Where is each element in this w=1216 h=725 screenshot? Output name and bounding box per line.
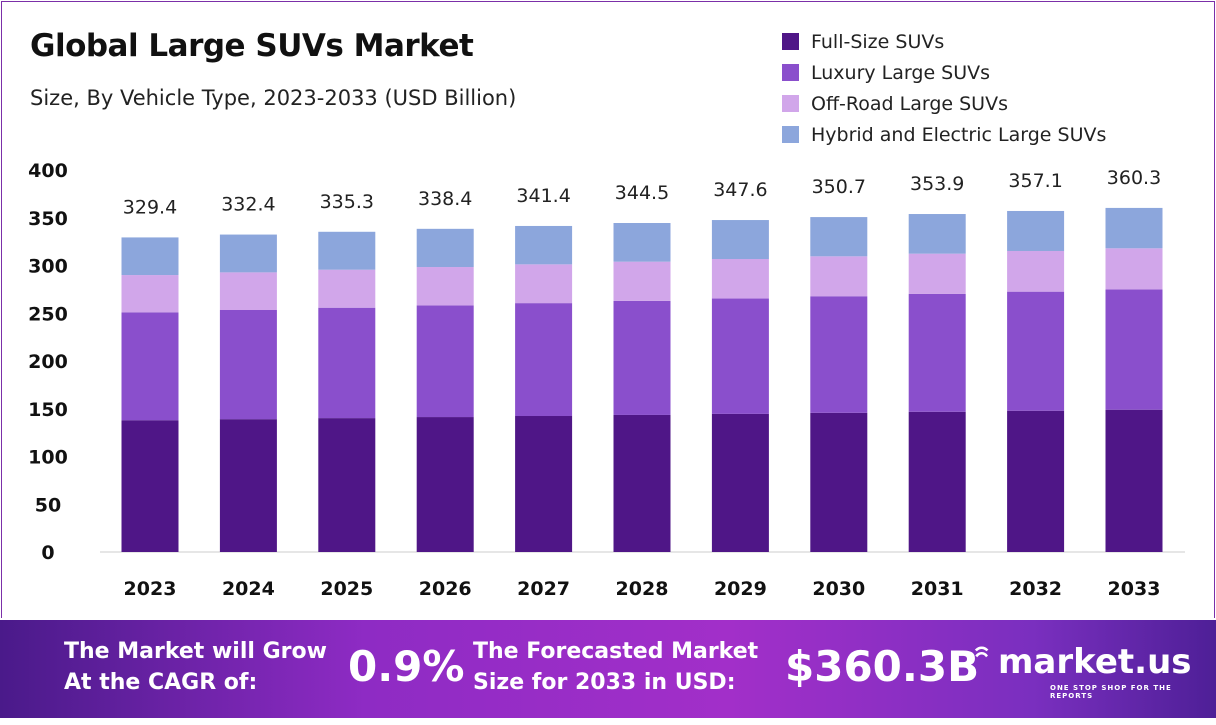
chart-subtitle: Size, By Vehicle Type, 2023-2033 (USD Bi… bbox=[30, 86, 517, 110]
y-tick-label: 300 bbox=[28, 256, 68, 278]
bar-segment bbox=[1007, 291, 1065, 411]
bar-segment bbox=[1105, 409, 1163, 552]
data-label: 347.6 bbox=[713, 179, 767, 201]
bar-segment bbox=[1007, 210, 1065, 251]
x-tick-label: 2025 bbox=[320, 578, 373, 600]
x-tick-label: 2030 bbox=[812, 578, 865, 600]
x-tick-label: 2026 bbox=[419, 578, 472, 600]
bar-segment bbox=[711, 259, 769, 299]
y-tick-label: 0 bbox=[41, 542, 54, 564]
bar-segment bbox=[908, 253, 966, 294]
bar-segment bbox=[318, 418, 376, 552]
y-tick-label: 50 bbox=[35, 494, 61, 516]
legend-swatch bbox=[782, 64, 799, 81]
bar-segment bbox=[613, 223, 671, 262]
x-tick-label: 2027 bbox=[517, 578, 570, 600]
chart-title: Global Large SUVs Market bbox=[30, 28, 474, 64]
cagr-value: 0.9% bbox=[348, 642, 465, 691]
bar-segment bbox=[219, 272, 277, 311]
legend-swatch bbox=[782, 33, 799, 50]
bar-segment bbox=[1105, 248, 1163, 290]
legend: Full-Size SUVs Luxury Large SUVs Off-Road … bbox=[782, 26, 1106, 150]
legend-label: Off-Road Large SUVs bbox=[811, 92, 1008, 115]
y-tick-label: 400 bbox=[28, 160, 68, 182]
bar-segment bbox=[121, 312, 179, 421]
bar-segment bbox=[908, 411, 966, 552]
logo-tagline: ONE STOP SHOP FOR THE REPORTS bbox=[1050, 684, 1172, 700]
x-tick-label: 2023 bbox=[124, 578, 177, 600]
bar-segment bbox=[908, 214, 966, 254]
bar-segment bbox=[318, 231, 376, 270]
data-label: 341.4 bbox=[516, 185, 570, 207]
bar-segment bbox=[810, 256, 868, 297]
forecast-label: The Forecasted Market Size for 2033 in U… bbox=[473, 639, 759, 695]
data-label: 332.4 bbox=[221, 194, 275, 216]
bar-segment bbox=[416, 417, 474, 552]
data-label: 338.4 bbox=[418, 188, 472, 210]
bar-segment bbox=[613, 261, 671, 301]
bar-segment bbox=[810, 296, 868, 413]
legend-item: Off-Road Large SUVs bbox=[782, 88, 1106, 119]
bar-segment bbox=[810, 412, 868, 552]
bar-segment bbox=[613, 300, 671, 415]
legend-item: Hybrid and Electric Large SUVs bbox=[782, 119, 1106, 150]
bar-segment bbox=[515, 303, 573, 417]
y-tick-label: 250 bbox=[28, 303, 68, 325]
x-tick-label: 2033 bbox=[1108, 578, 1161, 600]
bar-segment bbox=[711, 220, 769, 260]
x-tick-label: 2024 bbox=[222, 578, 275, 600]
y-tick-label: 200 bbox=[28, 351, 68, 373]
data-label: 335.3 bbox=[320, 191, 374, 213]
x-tick-label: 2032 bbox=[1009, 578, 1062, 600]
bar-segment bbox=[1007, 250, 1065, 292]
bar-segment bbox=[515, 264, 573, 304]
bar-segment bbox=[908, 293, 966, 412]
data-label: 360.3 bbox=[1107, 167, 1161, 189]
bar-segment bbox=[1105, 289, 1163, 410]
chart-frame bbox=[1, 1, 1215, 618]
bar-segment bbox=[416, 305, 474, 418]
bar-segment bbox=[318, 269, 376, 308]
bar-segment bbox=[416, 267, 474, 306]
summary-banner: The Market will Grow At the CAGR of: 0.9… bbox=[0, 620, 1216, 718]
data-label: 344.5 bbox=[615, 182, 669, 204]
bar-segment bbox=[121, 420, 179, 552]
bar-segment bbox=[613, 414, 671, 552]
forecast-value: $360.3B bbox=[785, 642, 980, 691]
bar-segment bbox=[416, 228, 474, 268]
y-tick-label: 150 bbox=[28, 399, 68, 421]
cagr-label: The Market will Grow At the CAGR of: bbox=[64, 639, 327, 695]
bar-segment bbox=[1105, 207, 1163, 249]
legend-swatch bbox=[782, 126, 799, 143]
y-tick-label: 100 bbox=[28, 447, 68, 469]
x-tick-label: 2029 bbox=[714, 578, 767, 600]
y-tick-label: 350 bbox=[28, 208, 68, 230]
bar-segment bbox=[219, 234, 277, 273]
data-label: 353.9 bbox=[910, 173, 964, 195]
bar-segment bbox=[515, 416, 573, 552]
bar-segment bbox=[219, 419, 277, 552]
bar-segment bbox=[121, 237, 179, 276]
legend-label: Hybrid and Electric Large SUVs bbox=[811, 123, 1107, 146]
legend-label: Luxury Large SUVs bbox=[811, 61, 991, 84]
data-label: 350.7 bbox=[812, 176, 866, 198]
data-label: 357.1 bbox=[1008, 170, 1062, 192]
bar-segment bbox=[219, 310, 277, 420]
bar-segment bbox=[711, 413, 769, 552]
legend-label: Full-Size SUVs bbox=[811, 30, 945, 53]
legend-item: Luxury Large SUVs bbox=[782, 57, 1106, 88]
data-label: 329.4 bbox=[123, 196, 177, 218]
legend-swatch bbox=[782, 95, 799, 112]
bar-segment bbox=[810, 217, 868, 257]
legend-item: Full-Size SUVs bbox=[782, 26, 1106, 57]
bar-segment bbox=[318, 307, 376, 419]
bar-segment bbox=[711, 298, 769, 414]
bar-segment bbox=[1007, 410, 1065, 552]
market-us-logo: ꩰmarket.us bbox=[998, 642, 1192, 682]
bar-segment bbox=[121, 275, 179, 313]
bar-segment bbox=[515, 225, 573, 265]
x-tick-label: 2028 bbox=[616, 578, 669, 600]
x-tick-label: 2031 bbox=[911, 578, 964, 600]
stacked-bar-chart: 0 50 100 150 200 250 300 350 400 329.4 2023 332.4 20… bbox=[28, 160, 1185, 600]
